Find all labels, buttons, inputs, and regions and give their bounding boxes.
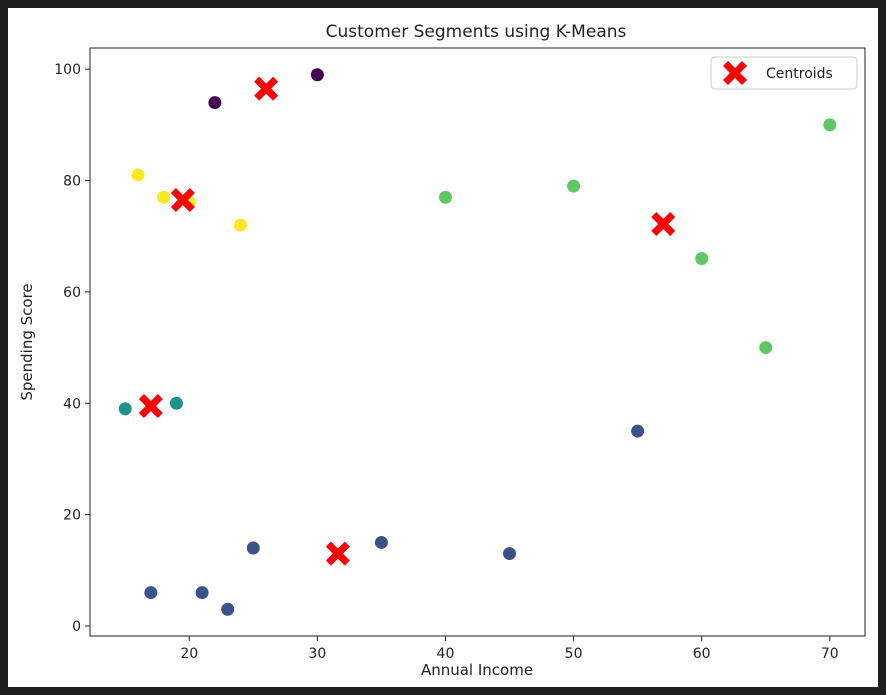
data-point xyxy=(157,190,171,204)
data-point xyxy=(234,218,248,232)
legend-centroid-marker xyxy=(723,61,747,85)
chart-figure: Customer Segments using K-Means 20 30 40 50… xyxy=(8,8,878,687)
legend: Centroids xyxy=(710,56,858,90)
data-point xyxy=(118,402,132,416)
plot-frame xyxy=(89,47,866,637)
data-point xyxy=(310,68,324,82)
legend-label-centroids: Centroids xyxy=(766,66,833,82)
data-point xyxy=(195,586,209,600)
y-tick-label: 80 xyxy=(63,174,81,190)
data-point xyxy=(221,602,235,616)
centroid-marker xyxy=(325,541,350,566)
data-point xyxy=(503,547,517,561)
data-point xyxy=(695,251,709,265)
scatter-chart: Customer Segments using K-Means 20 30 40 50… xyxy=(18,22,866,679)
y-tick-label: 100 xyxy=(54,62,81,78)
y-tick-label: 60 xyxy=(63,285,81,301)
y-tick-label: 40 xyxy=(63,396,81,412)
y-axis: 0 20 40 60 80 100 xyxy=(54,62,90,635)
x-tick-label: 70 xyxy=(821,646,839,662)
data-point xyxy=(246,541,260,555)
data-point xyxy=(438,190,452,204)
data-point xyxy=(631,424,645,438)
data-point xyxy=(823,118,837,132)
data-point xyxy=(144,586,158,600)
y-tick-label: 0 xyxy=(72,619,81,635)
x-tick-label: 60 xyxy=(693,646,711,662)
x-tick-label: 20 xyxy=(180,646,198,662)
x-tick-label: 40 xyxy=(437,646,455,662)
y-tick-label: 20 xyxy=(63,508,81,524)
data-point xyxy=(759,341,773,355)
data-point xyxy=(567,179,581,193)
centroids-layer xyxy=(138,76,676,566)
x-tick-label: 30 xyxy=(308,646,326,662)
centroid-marker xyxy=(138,394,163,419)
x-axis: 20 30 40 50 60 70 xyxy=(180,636,839,662)
centroid-marker xyxy=(170,188,195,213)
y-axis-label: Spending Score xyxy=(18,283,36,400)
data-point xyxy=(169,396,183,410)
x-tick-label: 50 xyxy=(565,646,583,662)
data-point xyxy=(374,535,388,549)
data-point xyxy=(131,168,145,182)
centroid-marker xyxy=(651,211,676,236)
points-layer xyxy=(118,68,837,616)
legend-box xyxy=(710,56,858,90)
x-axis-label: Annual Income xyxy=(421,661,533,679)
chart-title: Customer Segments using K-Means xyxy=(326,22,627,42)
data-point xyxy=(208,96,222,110)
centroid-marker xyxy=(254,76,279,101)
